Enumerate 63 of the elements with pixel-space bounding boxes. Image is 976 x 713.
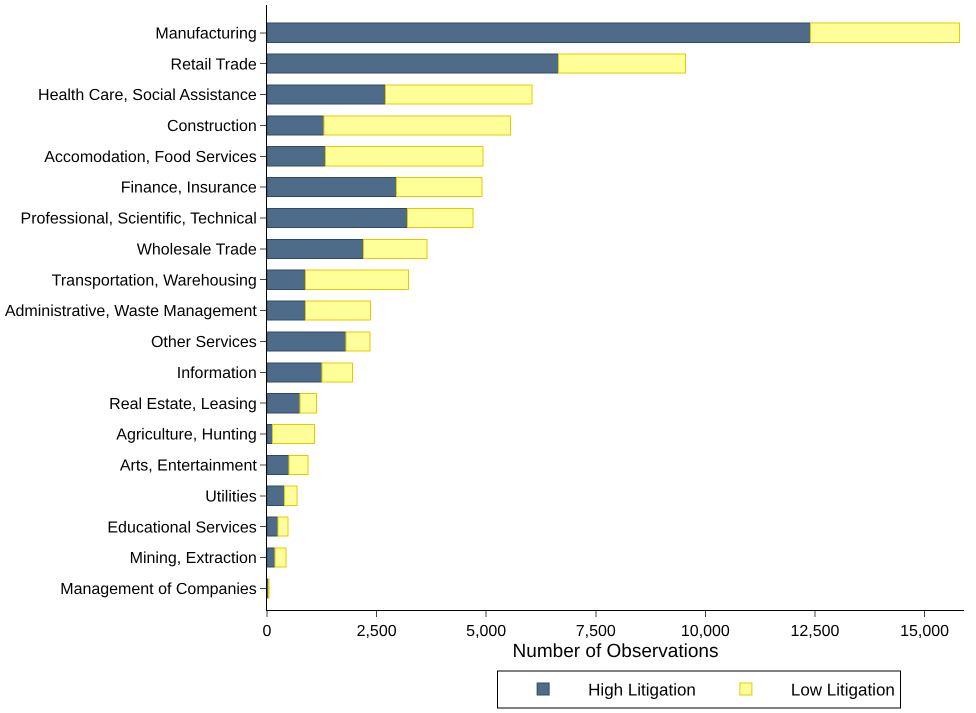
bar xyxy=(267,331,346,352)
bar xyxy=(305,270,410,290)
y-tick-label: Information xyxy=(176,364,257,382)
bar xyxy=(305,300,371,321)
bar xyxy=(558,54,686,74)
y-tick-label: Agriculture, Hunting xyxy=(116,426,257,444)
y-tick-label: Arts, Entertainment xyxy=(120,458,258,475)
x-tick-label: 15,000 xyxy=(900,623,950,640)
bar xyxy=(274,547,286,568)
bar xyxy=(810,22,960,43)
y-tick-label: Mining, Extraction xyxy=(130,550,257,568)
bar xyxy=(267,54,560,74)
bar xyxy=(267,115,324,136)
bar xyxy=(267,454,290,475)
bar xyxy=(267,22,812,43)
bar xyxy=(277,516,289,537)
y-tick-label: Accomodation, Food Services xyxy=(44,148,257,166)
bar xyxy=(267,393,300,414)
bar xyxy=(267,300,306,321)
bar xyxy=(384,84,533,105)
y-tick-label: Retail Trade xyxy=(170,56,257,74)
bar xyxy=(345,331,371,352)
legend-label: High Litigation xyxy=(588,680,696,700)
y-tick-label: Other Services xyxy=(150,334,257,352)
bar xyxy=(299,393,318,414)
y-tick-label: Utilities xyxy=(205,488,257,506)
x-tick-label: 0 xyxy=(262,623,272,640)
bar xyxy=(272,424,315,444)
bar xyxy=(267,270,306,290)
x-tick-label: 7,500 xyxy=(576,623,616,640)
bar xyxy=(324,146,484,166)
bar xyxy=(288,454,308,475)
y-tick-label: Construction xyxy=(166,118,257,135)
bar xyxy=(267,362,322,382)
y-tick-label: Professional, Scientific, Technical xyxy=(20,210,257,228)
y-tick-label: Administrative, Waste Management xyxy=(4,303,258,320)
legend-label: Low Litigation xyxy=(790,680,895,700)
bar xyxy=(362,238,428,259)
y-tick-label: Wholesale Trade xyxy=(136,241,257,258)
x-tick-label: 10,000 xyxy=(680,623,730,640)
y-tick-label: Management of Companies xyxy=(60,580,257,598)
y-tick-label: Health Care, Social Assistance xyxy=(38,87,257,104)
bar xyxy=(321,362,353,382)
y-tick-label: Manufacturing xyxy=(155,25,257,42)
y-tick-label: Educational Services xyxy=(107,519,257,536)
bar xyxy=(406,208,474,228)
bar xyxy=(267,238,364,259)
y-tick-label: Real Estate, Leasing xyxy=(109,396,257,413)
bar xyxy=(267,208,408,228)
bar xyxy=(396,177,482,198)
x-tick-label: 5,000 xyxy=(466,623,506,640)
bar xyxy=(267,516,278,537)
bar xyxy=(267,84,386,105)
x-tick-label: 2,500 xyxy=(356,623,397,640)
bar xyxy=(323,115,511,136)
bar xyxy=(267,146,326,166)
y-tick-label: Finance, Insurance xyxy=(120,180,257,197)
y-tick-label: Transportation, Warehousing xyxy=(52,272,257,290)
x-tick-label: 12,500 xyxy=(790,623,840,640)
bar xyxy=(267,177,397,198)
bar xyxy=(284,486,298,506)
bar xyxy=(267,486,286,506)
x-axis-title: Number of Observations xyxy=(512,641,718,662)
